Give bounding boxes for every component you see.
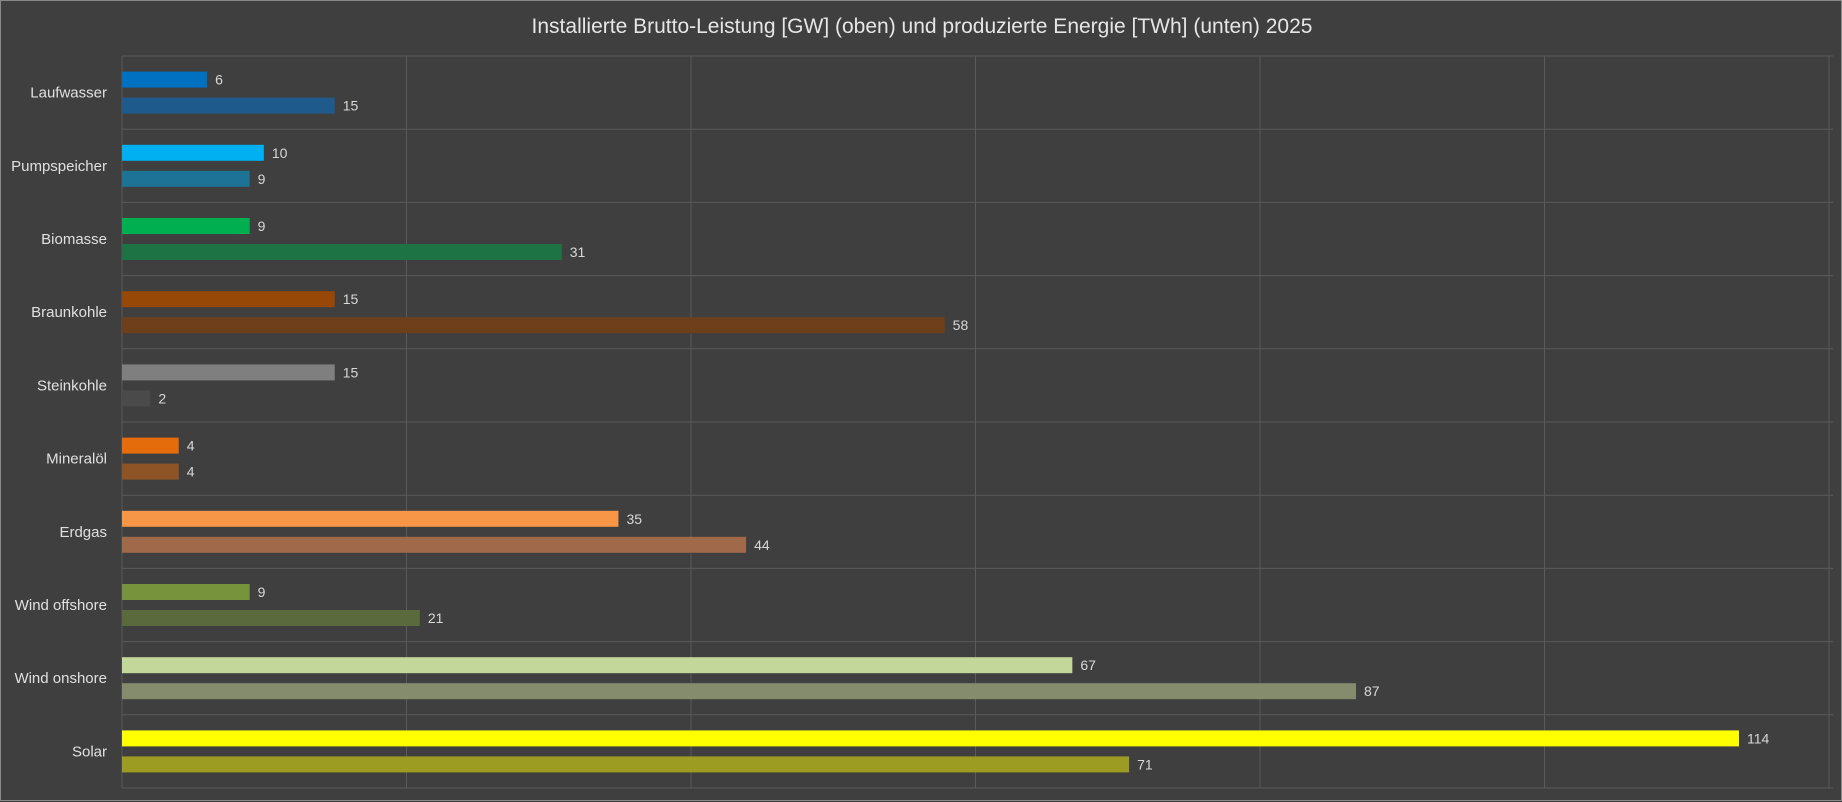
bar-capacity — [122, 218, 250, 234]
bar-energy — [122, 244, 562, 260]
grid-lines — [121, 55, 1833, 789]
bar-energy — [122, 610, 420, 626]
bar-capacity — [122, 657, 1073, 674]
data-label: 4 — [187, 464, 195, 480]
category-label: Wind offshore — [15, 597, 107, 614]
category-label: Laufwasser — [30, 85, 107, 102]
data-label: 15 — [343, 364, 359, 380]
category-label: Steinkohle — [37, 377, 107, 394]
bar-capacity — [122, 71, 208, 88]
bars — [122, 71, 1739, 773]
category-label: Mineralöl — [46, 451, 107, 468]
bar-energy — [122, 97, 335, 114]
data-label: 9 — [258, 584, 266, 600]
data-label: 2 — [158, 390, 166, 406]
labels: Laufwasser 6 15 Pumpspeicher 10 9 Biomasse 9 31 B… — [11, 72, 1769, 773]
category-label: Erdgas — [59, 524, 107, 541]
bar-capacity — [122, 144, 264, 161]
chart-title: Installierte Brutto-Leistung [GW] (oben)… — [532, 15, 1313, 38]
data-label: 58 — [953, 317, 969, 333]
data-label: 114 — [1747, 730, 1770, 746]
data-label: 15 — [343, 291, 359, 307]
bar-energy — [122, 536, 747, 553]
category-label: Pumpspeicher — [11, 158, 107, 175]
category-label: Solar — [72, 743, 107, 760]
bar-energy — [122, 170, 250, 187]
data-label: 31 — [570, 244, 586, 260]
data-label: 15 — [343, 98, 359, 114]
data-label: 9 — [258, 171, 266, 187]
bar-capacity — [122, 510, 619, 527]
bar-energy — [122, 683, 1357, 700]
data-label: 6 — [215, 72, 223, 88]
category-label: Wind onshore — [14, 670, 107, 687]
data-label: 9 — [258, 218, 266, 234]
bar-capacity — [122, 730, 1739, 747]
data-label: 21 — [428, 610, 444, 626]
bar-capacity — [122, 584, 250, 600]
bar-energy — [122, 390, 151, 407]
category-label: Braunkohle — [31, 304, 107, 321]
data-label: 71 — [1137, 756, 1153, 772]
bar-energy — [122, 756, 1130, 773]
data-label: 35 — [626, 511, 642, 527]
data-label: 67 — [1080, 657, 1096, 673]
data-label: 4 — [187, 438, 195, 454]
data-label: 87 — [1364, 683, 1380, 699]
category-label: Biomasse — [41, 231, 107, 248]
bar-capacity — [122, 291, 335, 308]
bar-capacity — [122, 437, 179, 454]
data-label: 10 — [272, 145, 288, 161]
bar-energy — [122, 317, 945, 334]
bar-capacity — [122, 364, 335, 381]
data-label: 44 — [754, 537, 770, 553]
bar-energy — [122, 463, 179, 480]
